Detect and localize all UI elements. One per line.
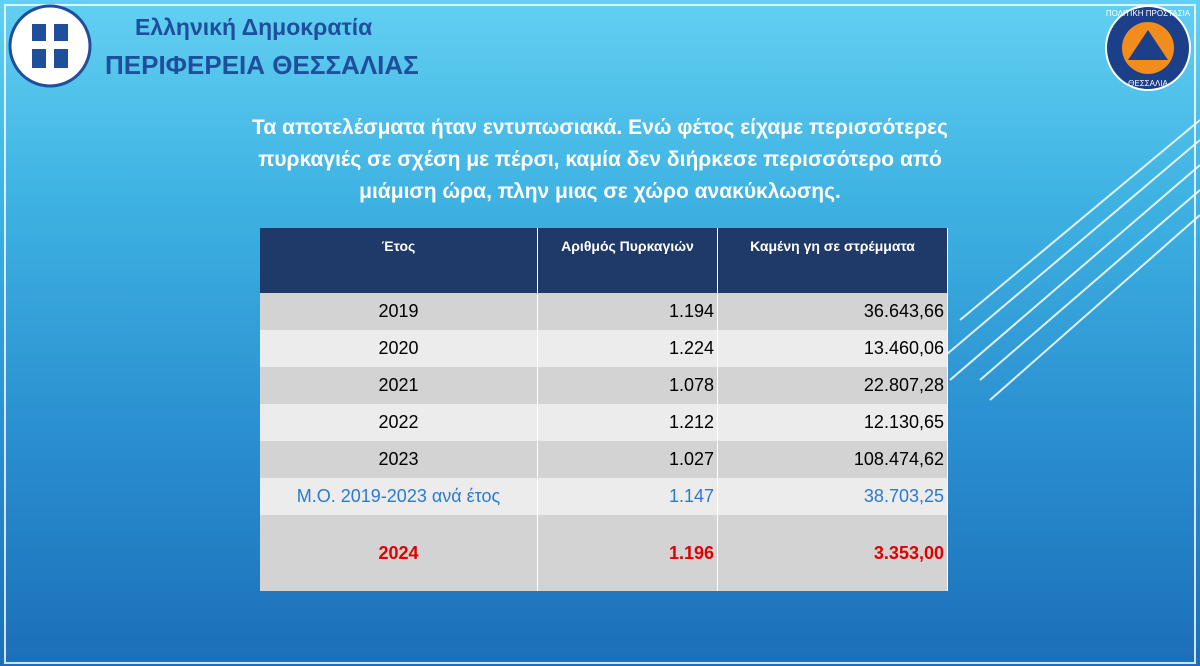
table-cell: 2020: [260, 330, 538, 367]
table-row: 2023 1.027 108.474,62: [260, 441, 948, 478]
table-cell: 2022: [260, 404, 538, 441]
logo-top: ΠΟΛΙΤΙΚΗ ΠΡΟΣΤΑΣΙΑ: [1106, 9, 1191, 18]
table-row: 2024 1.196 3.353,00: [260, 515, 948, 591]
table-cell: 13.460,06: [717, 330, 948, 367]
table-row: 2020 1.224 13.460,06: [260, 330, 948, 367]
table: Έτος Αριθμός Πυρκαγιών Καμένη γη σε στρέμμ…: [260, 228, 948, 591]
table-cell: 1.212: [537, 404, 718, 441]
table-cell: 1.194: [537, 293, 718, 330]
table-cell: 2021: [260, 367, 538, 404]
table-row: Μ.Ο. 2019-2023 ανά έτος 1.147 38.703,25: [260, 478, 948, 515]
column-header: Έτος: [260, 228, 538, 293]
body-line: μιάμιση ώρα, πλην μιας σε χώρο ανακύκλωσ…: [359, 180, 841, 203]
column-header: Καμένη γη σε στρέμματα: [717, 228, 948, 293]
table-cell: 3.353,00: [717, 515, 948, 591]
table-cell: 1.078: [537, 367, 718, 404]
body-line: πυρκαγιές σε σχέση με πέρσι, καμία δεν δ…: [258, 148, 942, 171]
table-cell: 1.147: [537, 478, 718, 515]
table-cell: 1.027: [537, 441, 718, 478]
table-cell: Μ.Ο. 2019-2023 ανά έτος: [260, 478, 538, 515]
table-cell: 36.643,66: [717, 293, 948, 330]
column-header: Αριθμός Πυρκαγιών: [537, 228, 718, 293]
table-cell: 2023: [260, 441, 538, 478]
body-text: Τα αποτελέσματα ήταν εντυπωσιακά. Ενώ φέ…: [120, 112, 1080, 208]
header-title: Ελληνική Δημοκρατία: [135, 14, 373, 40]
header-subtitle: ΠΕΡΙΦΕΡΕΙΑ ΘΕΣΣΑΛΙΑΣ: [105, 50, 419, 80]
table-cell: 2024: [260, 515, 538, 591]
emblem: [8, 4, 92, 88]
table-row: 2019 1.194 36.643,66: [260, 293, 948, 330]
civil-protection-logo: ΠΟΛΙΤΙΚΗ ΠΡΟΣΤΑΣΙΑ ΘΕΣΣΑΛΙΑ: [1105, 5, 1191, 91]
table-cell: 1.224: [537, 330, 718, 367]
table-row: 2022 1.212 12.130,65: [260, 404, 948, 441]
body-line: Τα αποτελέσματα ήταν εντυπωσιακά. Ενώ φέ…: [252, 116, 948, 139]
table-cell: 38.703,25: [717, 478, 948, 515]
table-cell: 108.474,62: [717, 441, 948, 478]
table-row: 2021 1.078 22.807,28: [260, 367, 948, 404]
logo-bottom: ΘΕΣΣΑΛΙΑ: [1128, 79, 1168, 88]
table-cell: 12.130,65: [717, 404, 948, 441]
table-cell: 1.196: [537, 515, 718, 591]
frame: [4, 4, 1196, 664]
table-cell: 2019: [260, 293, 538, 330]
table-cell: 22.807,28: [717, 367, 948, 404]
